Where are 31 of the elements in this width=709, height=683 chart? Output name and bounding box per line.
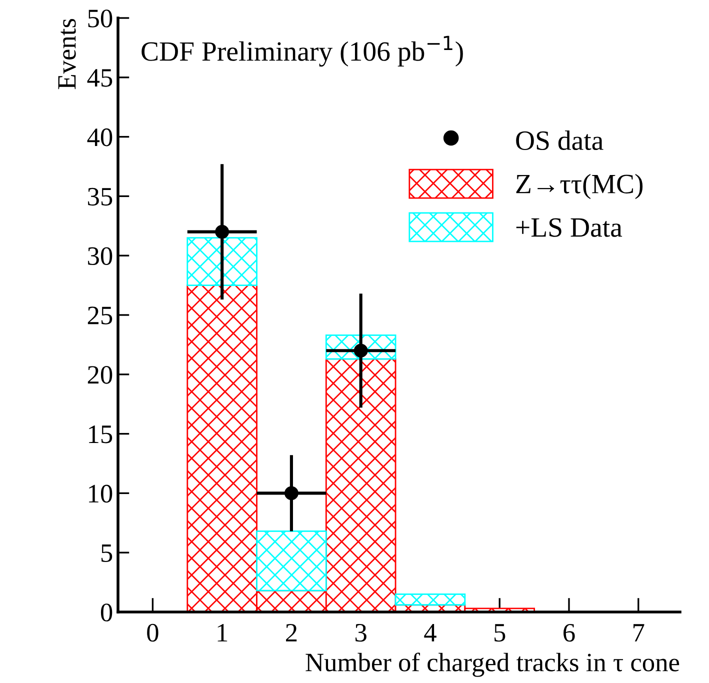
x-tick-label: 7	[634, 624, 644, 642]
legend-label: OS data	[516, 130, 604, 150]
point	[284, 486, 298, 500]
x-tick-label: 1	[218, 624, 228, 642]
y-tick-label: 25	[88, 306, 112, 324]
bar	[256, 530, 327, 592]
y-tick-label: 40	[87, 128, 112, 146]
y-tick-label: 5	[101, 544, 112, 562]
text: CDF Preliminary (106 pb$^{−1}$)	[142, 36, 463, 67]
x-tick-label: 2	[286, 624, 297, 642]
y-tick-label: 50	[88, 10, 112, 28]
bar	[394, 593, 466, 606]
y-tick-label: 45	[87, 69, 112, 87]
bar	[186, 237, 258, 286]
y-tick-label: 15	[89, 426, 112, 444]
y-tick-label: 10	[89, 484, 112, 503]
legend-label: Z→ττ(MC)	[516, 174, 643, 200]
x-tick-label: 0	[147, 624, 158, 642]
x-tick-label: 5	[494, 624, 506, 642]
point	[215, 224, 230, 239]
legend-label: +LS Data	[516, 218, 622, 237]
y-tick-label: 30	[88, 247, 112, 266]
y-tick-label: 20	[88, 366, 112, 384]
y-tick-label: 0	[100, 604, 112, 622]
x-tick-label: 3	[356, 624, 366, 642]
x-axis-title: Number of charged tracks in τ cone	[306, 652, 680, 677]
x-tick-label: 4	[424, 624, 436, 642]
y-axis-title: Events	[58, 18, 76, 90]
y-tick-label: 35	[88, 188, 112, 206]
x-tick-label: 6	[564, 624, 575, 642]
point	[354, 344, 368, 358]
